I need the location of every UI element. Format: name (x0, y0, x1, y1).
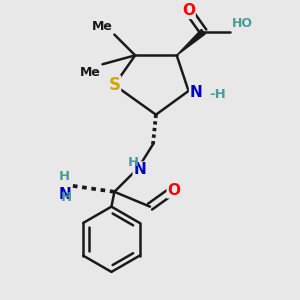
Text: Me: Me (80, 66, 101, 79)
Text: S: S (108, 76, 120, 94)
Text: N: N (133, 162, 146, 177)
Polygon shape (177, 29, 206, 56)
Text: H: H (60, 191, 71, 204)
Text: N: N (58, 188, 71, 202)
Text: H: H (128, 156, 139, 169)
Text: -H: -H (210, 88, 226, 101)
Text: Me: Me (92, 20, 113, 33)
Text: N: N (190, 85, 202, 100)
Text: HO: HO (232, 17, 253, 30)
Text: O: O (182, 3, 195, 18)
Text: O: O (167, 183, 180, 198)
Text: H: H (59, 170, 70, 183)
